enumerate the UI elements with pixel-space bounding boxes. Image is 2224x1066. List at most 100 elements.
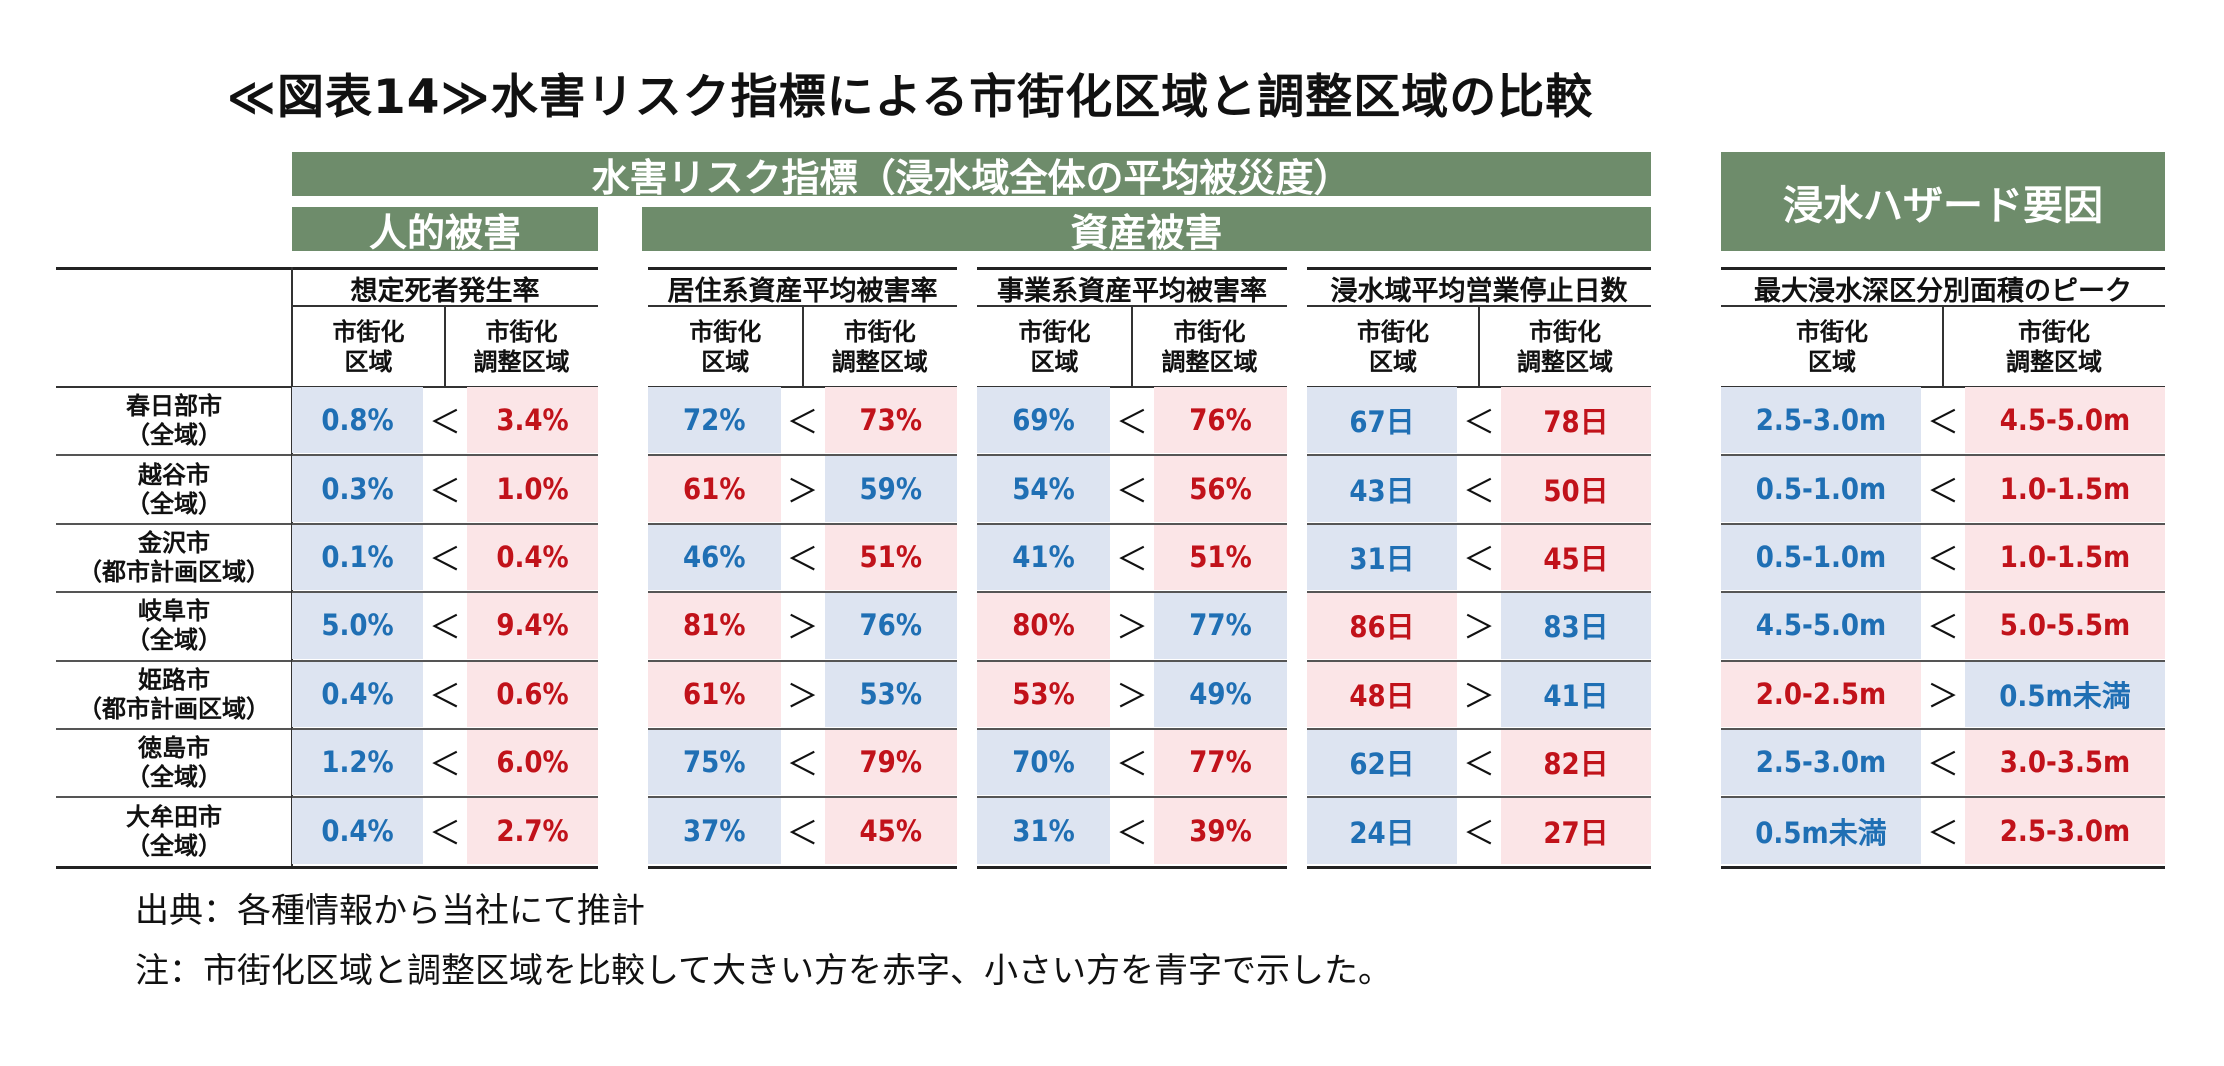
comparison-operator: ＜ xyxy=(786,745,819,784)
header-risk-index: 水害リスク指標（浸水域全体の平均被災度） xyxy=(292,152,1651,200)
subheader-line: 市街化 xyxy=(1018,317,1091,346)
value-urbanization-area: 53% xyxy=(977,660,1110,727)
row-label: 春日部市 （全域） xyxy=(56,387,292,455)
comparison-operator: ＞ xyxy=(1115,608,1148,647)
city-name: 大牟田市 xyxy=(126,802,222,831)
comparison-operator: ＞ xyxy=(786,471,819,510)
row-divider xyxy=(648,454,957,457)
row-divider xyxy=(292,796,598,799)
subheader-underline xyxy=(1307,386,1651,388)
row-divider xyxy=(56,522,292,525)
row-divider xyxy=(56,796,292,799)
value-urbanization-control-area: 51% xyxy=(824,523,957,591)
header-asset-damage: 資産被害 xyxy=(642,207,1651,255)
subheader-line: 区域 xyxy=(344,347,393,376)
value-urbanization-area: 0.4% xyxy=(292,660,423,727)
value-urbanization-control-area: 45日 xyxy=(1501,523,1651,591)
value-urbanization-control-area: 76% xyxy=(824,592,957,659)
comparison-operator: ＜ xyxy=(1462,539,1495,578)
group-bottom-rule xyxy=(292,865,598,869)
value-urbanization-area: 1.2% xyxy=(292,729,423,796)
subheader-urbanization-control-area: 市街化 調整区域 xyxy=(445,306,598,387)
comparison-operator: ＜ xyxy=(428,539,461,578)
subheader-divider xyxy=(1942,306,1944,387)
comparison-operator: ＜ xyxy=(1115,745,1148,784)
row-divider xyxy=(977,591,1287,594)
row-divider xyxy=(977,522,1287,525)
comparison-operator: ＞ xyxy=(786,608,819,647)
table-bottom-rule-labels xyxy=(56,865,292,869)
value-urbanization-control-area: 73% xyxy=(824,387,957,454)
value-urbanization-area: 0.5-1.0m xyxy=(1721,455,1921,522)
value-urbanization-area: 0.1% xyxy=(292,523,423,591)
row-label: 大牟田市 （全域） xyxy=(56,797,292,865)
row-divider xyxy=(56,454,292,457)
row-divider xyxy=(977,796,1287,799)
value-urbanization-area: 0.5m未満 xyxy=(1721,797,1921,864)
row-divider xyxy=(648,659,957,662)
group-bottom-rule xyxy=(648,865,957,869)
comparison-operator: ＜ xyxy=(1115,813,1148,852)
group-top-rule xyxy=(292,267,598,270)
row-divider xyxy=(1307,591,1651,594)
value-urbanization-control-area: 39% xyxy=(1154,797,1287,864)
subheader-underline xyxy=(977,386,1287,388)
value-urbanization-control-area: 2.5-3.0m xyxy=(1965,797,2165,864)
row-divider xyxy=(1721,454,2165,457)
comparison-operator: ＜ xyxy=(1115,539,1148,578)
comparison-operator: ＜ xyxy=(1462,471,1495,510)
subheader-divider xyxy=(1478,306,1480,387)
row-divider xyxy=(648,522,957,525)
value-urbanization-control-area: 77% xyxy=(1154,592,1287,659)
subheader-line: 市街化 xyxy=(689,317,762,346)
value-urbanization-area: 0.4% xyxy=(292,797,423,864)
value-urbanization-area: 72% xyxy=(648,387,781,454)
value-urbanization-control-area: 27日 xyxy=(1501,797,1651,864)
city-scope: （都市計画区域） xyxy=(78,694,270,723)
city-scope: （全域） xyxy=(126,626,222,655)
comparison-operator: ＜ xyxy=(1115,471,1148,510)
subheader-urbanization-area: 市街化 区域 xyxy=(977,306,1132,387)
city-scope: （全域） xyxy=(126,763,222,792)
subheader-line: 調整区域 xyxy=(473,347,570,376)
comparison-operator: ＜ xyxy=(1926,608,1959,647)
row-label: 越谷市 （全域） xyxy=(56,455,292,523)
subheader-line: 区域 xyxy=(701,347,750,376)
value-urbanization-area: 0.3% xyxy=(292,455,423,522)
subheader-urbanization-area: 市街化 区域 xyxy=(648,306,803,387)
group-bottom-rule xyxy=(1307,865,1651,869)
value-urbanization-area: 0.5-1.0m xyxy=(1721,523,1921,591)
row-divider xyxy=(292,454,598,457)
row-divider xyxy=(1721,522,2165,525)
row-divider xyxy=(648,728,957,730)
value-urbanization-control-area: 78日 xyxy=(1501,387,1651,454)
metric-header: 最大浸水深区分別面積のピーク xyxy=(1754,275,2132,307)
row-divider xyxy=(1307,728,1651,730)
value-urbanization-area: 61% xyxy=(648,455,781,522)
row-divider xyxy=(1721,659,2165,662)
comparison-operator: ＜ xyxy=(1462,813,1495,852)
row-divider xyxy=(56,659,292,662)
city-scope: （全域） xyxy=(126,489,222,518)
comparison-operator: ＞ xyxy=(786,676,819,715)
comparison-operator: ＞ xyxy=(1115,676,1148,715)
comparison-operator: ＜ xyxy=(428,403,461,442)
value-urbanization-control-area: 45% xyxy=(824,797,957,864)
subheader-urbanization-control-area: 市街化 調整区域 xyxy=(1132,306,1287,387)
comparison-operator: ＜ xyxy=(1926,403,1959,442)
subheader-line: 調整区域 xyxy=(1517,347,1613,376)
value-urbanization-area: 70% xyxy=(977,729,1110,796)
row-divider xyxy=(292,728,598,730)
row-divider xyxy=(1307,659,1651,662)
subheader-divider xyxy=(444,306,446,387)
value-urbanization-area: 41% xyxy=(977,523,1110,591)
value-urbanization-control-area: 82日 xyxy=(1501,729,1651,796)
city-name: 徳島市 xyxy=(138,734,210,763)
subheader-line: 区域 xyxy=(1808,347,1856,376)
subheader-urbanization-area: 市街化 区域 xyxy=(292,306,445,387)
row-divider xyxy=(292,591,598,594)
value-urbanization-control-area: 50日 xyxy=(1501,455,1651,522)
metric-header: 想定死者発生率 xyxy=(350,275,540,307)
row-divider xyxy=(1721,591,2165,594)
subheader-underline xyxy=(1721,386,2165,388)
